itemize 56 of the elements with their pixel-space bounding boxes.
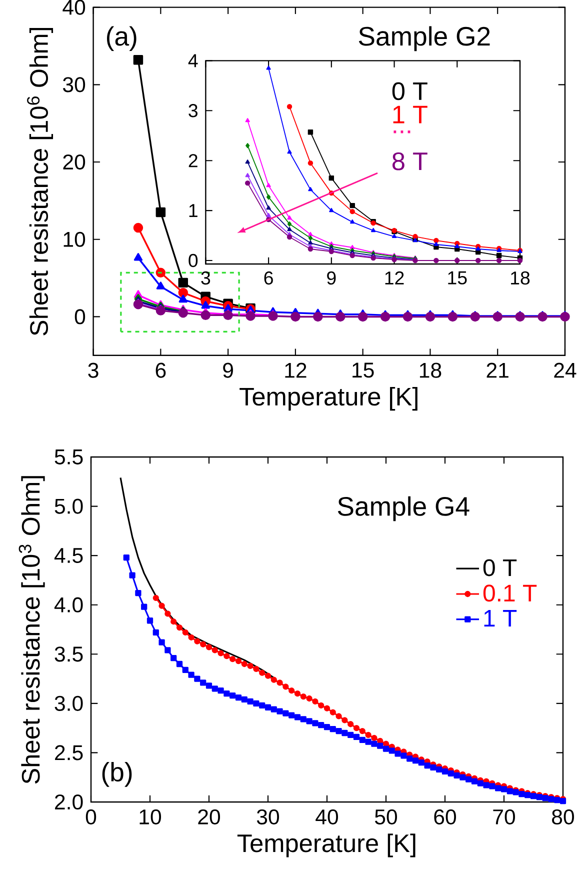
- y-tick-label: 4.0: [54, 597, 83, 612]
- x-tick-label: 10: [140, 809, 162, 824]
- x-tick-label: 21: [486, 362, 508, 378]
- x-tick-label: 60: [434, 809, 456, 824]
- y-tick-label: 2.5: [55, 745, 83, 760]
- x-axis-title: Temperature [K]: [240, 387, 418, 411]
- y-tick-label: 30: [63, 77, 86, 92]
- y-axis-title: Sheet resistance [10$^{6}$ Ohm]: [27, 28, 54, 336]
- y-tick-label: 3.0: [54, 696, 83, 711]
- x-tick-label: 40: [316, 809, 338, 824]
- x-tick-label: 9: [327, 271, 336, 285]
- x-tick-label: 12: [385, 271, 404, 284]
- x-tick-label: 15: [448, 271, 467, 284]
- text: 1 T: [393, 106, 428, 124]
- annotation: (a): [107, 26, 136, 52]
- x-tick-label: 3: [201, 271, 210, 285]
- y-tick-label: 5.0: [54, 498, 83, 514]
- annotation: Sample G2: [358, 26, 490, 52]
- x-tick-label: 70: [493, 809, 516, 824]
- x-tick-label: 18: [511, 271, 530, 285]
- y-tick-label: 0: [188, 254, 198, 268]
- y-tick-label: 1: [189, 204, 198, 217]
- x-tick-label: 6: [156, 362, 166, 378]
- text: 8 T: [392, 152, 428, 170]
- x-tick-label: 9: [223, 362, 233, 378]
- x-tick-label: 30: [256, 809, 280, 824]
- x-tick-label: 24: [554, 362, 576, 378]
- annotation: Sample G4: [338, 496, 470, 522]
- x-tick-label: 18: [420, 362, 442, 378]
- x-tick-label: 6: [264, 271, 273, 285]
- y-tick-label: 0: [74, 309, 86, 324]
- x-tick-label: 15: [352, 362, 374, 378]
- annotation: (b): [102, 762, 132, 787]
- y-tick-label: 10: [64, 232, 86, 247]
- legend-label: 0.1 T: [483, 584, 537, 602]
- legend-label: 0 T: [392, 82, 428, 100]
- legend-label: 0 T: [483, 559, 517, 576]
- y-axis-title: Sheet resistance [10$^{3}$ Ohm]: [18, 476, 45, 784]
- annotation: ...: [394, 130, 410, 134]
- y-tick-label: 3.5: [54, 646, 83, 662]
- y-tick-label: 40: [62, 0, 86, 15]
- legend-label: 1 T: [484, 610, 517, 627]
- y-tick-label: 3: [188, 104, 198, 118]
- x-tick-label: 80: [552, 809, 574, 824]
- y-tick-label: 2.0: [55, 794, 83, 810]
- x-tick-label: 0: [86, 809, 96, 824]
- y-tick-label: 4.5: [54, 548, 83, 564]
- x-tick-label: 20: [198, 809, 220, 824]
- y-tick-label: 2: [188, 154, 198, 168]
- x-tick-label: 3: [88, 362, 98, 378]
- y-tick-label: 20: [63, 154, 86, 170]
- y-tick-label: 5.5: [54, 450, 83, 464]
- y-tick-label: 4: [188, 54, 198, 68]
- x-tick-label: 12: [285, 362, 306, 378]
- x-axis-title: Temperature [K]: [237, 834, 416, 858]
- x-tick-label: 50: [374, 809, 398, 824]
